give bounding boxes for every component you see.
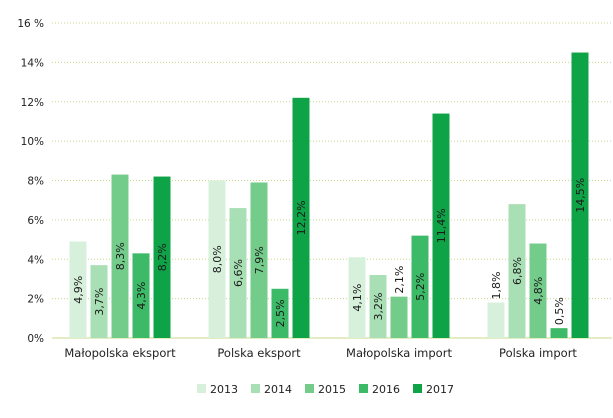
y-tick-label: 16 % bbox=[17, 18, 44, 30]
y-tick-label: 6% bbox=[27, 215, 44, 227]
legend-label: 2013 bbox=[210, 383, 238, 396]
data-label: 7,9% bbox=[253, 246, 266, 274]
legend-label: 2016 bbox=[372, 383, 400, 396]
data-label: 8,2% bbox=[156, 243, 169, 271]
bar bbox=[529, 243, 547, 338]
category-label: Polska eksport bbox=[217, 346, 301, 360]
data-label: 8,0% bbox=[211, 245, 224, 273]
legend-label: 2014 bbox=[264, 383, 292, 396]
legend-swatch bbox=[251, 384, 260, 393]
data-label: 4,3% bbox=[135, 282, 148, 310]
data-label: 3,7% bbox=[93, 288, 106, 316]
legend-swatch bbox=[359, 384, 368, 393]
data-label: 1,8% bbox=[490, 272, 503, 300]
data-label: 11,4% bbox=[435, 208, 448, 243]
x-axis-categories: Małopolska eksport Polska eksport Małopols… bbox=[64, 346, 577, 360]
legend-swatch bbox=[413, 384, 422, 393]
data-label: 2,5% bbox=[274, 299, 287, 327]
data-label: 4,9% bbox=[72, 276, 85, 304]
data-labels: 4,9% 3,7% 8,3% 4,3% 8,2% 8,0% 6,6% 7,9% 2,5% 12,2… bbox=[72, 178, 587, 328]
bar bbox=[153, 176, 171, 338]
bar bbox=[487, 302, 505, 338]
bar bbox=[411, 235, 429, 338]
data-label: 6,6% bbox=[232, 259, 245, 287]
y-axis-ticks: 0% 2% 4% 6% 8% 10% 12% 14% 16 % bbox=[17, 18, 44, 345]
data-label: 8,3% bbox=[114, 242, 127, 270]
bar bbox=[132, 253, 150, 338]
bar bbox=[208, 180, 226, 338]
y-tick-label: 12% bbox=[21, 97, 44, 109]
data-label: 4,8% bbox=[532, 277, 545, 305]
bars bbox=[69, 52, 589, 338]
data-label: 5,2% bbox=[414, 273, 427, 301]
bar bbox=[508, 204, 526, 338]
bar bbox=[229, 208, 247, 338]
y-tick-label: 2% bbox=[27, 294, 44, 306]
bar bbox=[348, 257, 366, 338]
category-label: Małopolska eksport bbox=[64, 346, 176, 360]
y-tick-label: 4% bbox=[27, 254, 44, 266]
bar bbox=[369, 275, 387, 338]
bar bbox=[432, 113, 450, 338]
bar bbox=[90, 265, 108, 338]
data-label: 4,1% bbox=[351, 284, 364, 312]
data-label: 2,1% bbox=[393, 266, 406, 294]
bar bbox=[571, 52, 589, 338]
data-label: 6,8% bbox=[511, 257, 524, 285]
bar bbox=[390, 296, 408, 338]
category-label: Polska import bbox=[499, 346, 577, 360]
data-label: 12,2% bbox=[295, 200, 308, 235]
bar bbox=[550, 328, 568, 338]
bar bbox=[111, 174, 129, 338]
legend-swatch bbox=[305, 384, 314, 393]
y-tick-label: 0% bbox=[27, 333, 44, 345]
legend-swatch bbox=[197, 384, 206, 393]
legend-label: 2015 bbox=[318, 383, 346, 396]
y-tick-label: 10% bbox=[21, 136, 44, 148]
data-label: 14,5% bbox=[574, 178, 587, 213]
bar bbox=[271, 288, 289, 338]
y-tick-label: 14% bbox=[21, 57, 44, 69]
bar bbox=[292, 97, 310, 338]
data-label: 3,2% bbox=[372, 293, 385, 321]
bar bbox=[250, 182, 268, 338]
y-tick-label: 8% bbox=[27, 176, 44, 188]
legend-label: 2017 bbox=[426, 383, 454, 396]
legend: 2013 2014 2015 2016 2017 bbox=[197, 383, 454, 396]
data-label: 0,5% bbox=[553, 297, 566, 325]
category-label: Małopolska import bbox=[346, 346, 452, 360]
bar bbox=[69, 241, 87, 338]
